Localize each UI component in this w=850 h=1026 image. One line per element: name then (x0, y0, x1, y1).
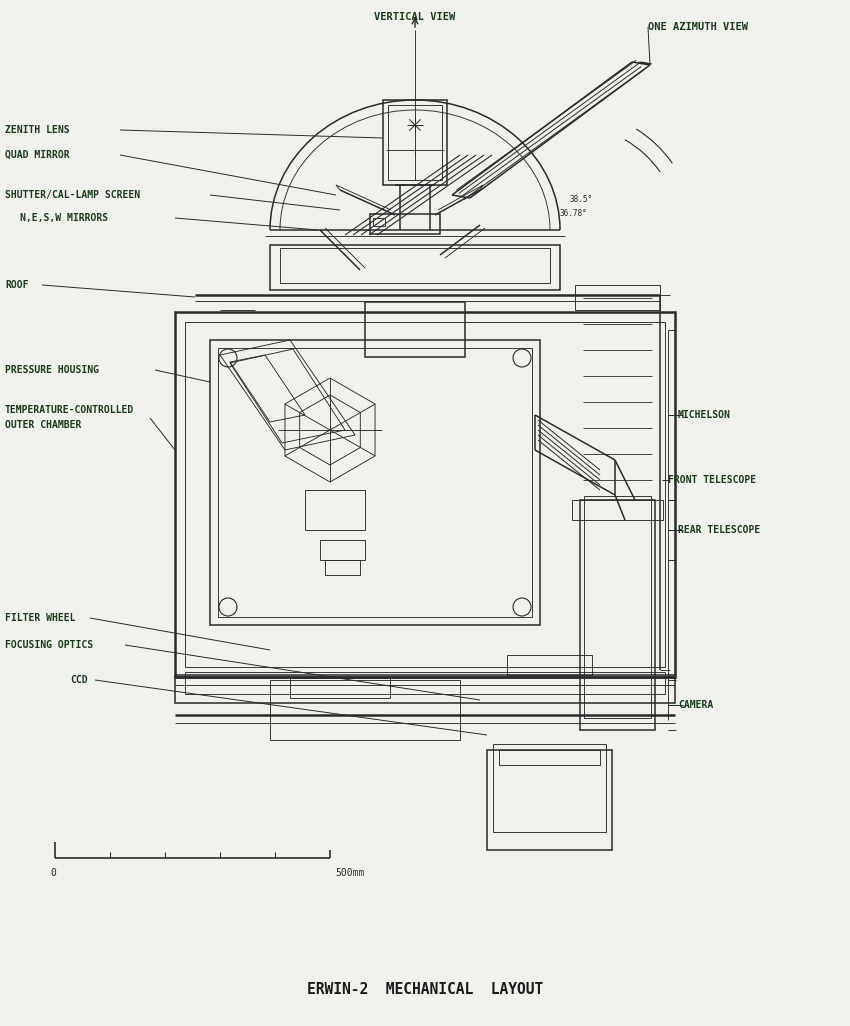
Text: 36.78°: 36.78° (560, 208, 587, 218)
Bar (175, 312, 675, 677)
Bar (218, 348, 532, 617)
Text: CAMERA: CAMERA (678, 700, 713, 710)
Bar (388, 105, 442, 180)
Text: ZENITH LENS: ZENITH LENS (5, 125, 70, 135)
Text: 500mm: 500mm (335, 868, 365, 878)
Bar (270, 245, 560, 290)
Bar (584, 496, 651, 718)
Bar (175, 675, 675, 703)
Text: SHUTTER/CAL-LAMP SCREEN: SHUTTER/CAL-LAMP SCREEN (5, 190, 140, 200)
Text: FRONT TELESCOPE: FRONT TELESCOPE (668, 475, 756, 485)
Text: TEMPERATURE-CONTROLLED: TEMPERATURE-CONTROLLED (5, 405, 134, 415)
Text: ROOF: ROOF (5, 280, 29, 290)
Bar (185, 672, 665, 694)
Text: ONE AZIMUTH VIEW: ONE AZIMUTH VIEW (648, 22, 748, 32)
Text: CCD: CCD (70, 675, 88, 685)
Text: FOCUSING OPTICS: FOCUSING OPTICS (5, 640, 93, 650)
Text: FILTER WHEEL: FILTER WHEEL (5, 613, 76, 623)
Text: OUTER CHAMBER: OUTER CHAMBER (5, 420, 82, 430)
Text: ERWIN-2  MECHANICAL  LAYOUT: ERWIN-2 MECHANICAL LAYOUT (307, 983, 543, 997)
Bar (325, 560, 360, 575)
Bar (290, 678, 390, 698)
Bar (185, 322, 665, 667)
Bar (365, 302, 465, 357)
Text: PRESSURE HOUSING: PRESSURE HOUSING (5, 365, 99, 374)
Bar (493, 744, 606, 832)
Bar (210, 340, 540, 625)
Text: 38.5°: 38.5° (570, 196, 593, 204)
Bar (580, 500, 655, 731)
Text: QUAD MIRROR: QUAD MIRROR (5, 150, 70, 160)
Bar (499, 750, 600, 765)
Bar (487, 750, 612, 850)
Bar (373, 218, 385, 226)
Bar (370, 214, 440, 234)
Bar (575, 285, 660, 310)
Bar (507, 655, 592, 675)
Text: VERTICAL VIEW: VERTICAL VIEW (374, 12, 456, 22)
Bar (320, 540, 365, 560)
Text: MICHELSON: MICHELSON (678, 410, 731, 420)
Text: N,E,S,W MIRRORS: N,E,S,W MIRRORS (20, 213, 108, 223)
Text: REAR TELESCOPE: REAR TELESCOPE (678, 525, 760, 535)
Bar (280, 248, 550, 283)
Text: 0: 0 (50, 868, 56, 878)
Bar (383, 100, 447, 185)
Bar (270, 680, 460, 740)
Bar (572, 500, 663, 520)
